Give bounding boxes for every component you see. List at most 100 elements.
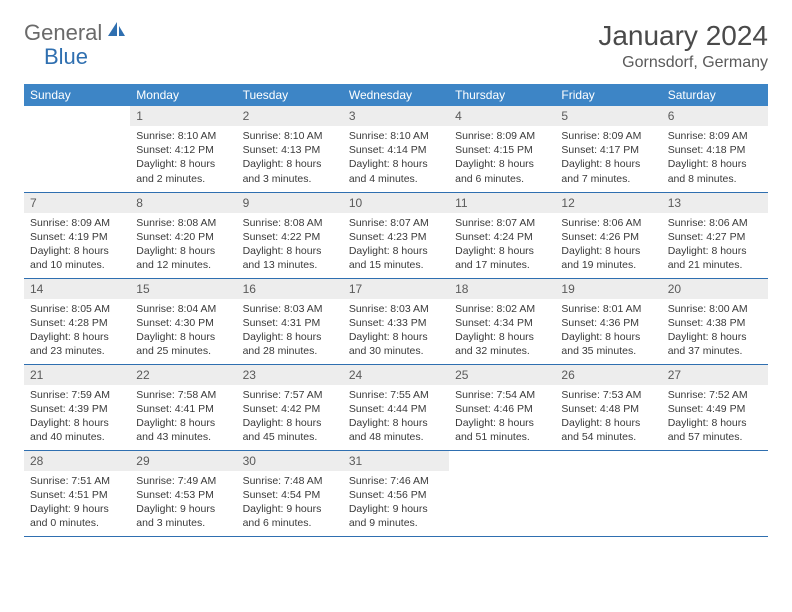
day-number: 13 — [662, 193, 768, 213]
day-number: 27 — [662, 365, 768, 385]
day-details: Sunrise: 7:46 AMSunset: 4:56 PMDaylight:… — [343, 471, 449, 535]
day-number: 9 — [237, 193, 343, 213]
day-number: 21 — [24, 365, 130, 385]
calendar-cell — [24, 106, 130, 192]
day-details: Sunrise: 8:09 AMSunset: 4:18 PMDaylight:… — [662, 126, 768, 190]
weekday-header: Thursday — [449, 84, 555, 106]
day-details: Sunrise: 8:08 AMSunset: 4:22 PMDaylight:… — [237, 213, 343, 277]
weekday-header: Wednesday — [343, 84, 449, 106]
day-details: Sunrise: 8:09 AMSunset: 4:19 PMDaylight:… — [24, 213, 130, 277]
day-number: 24 — [343, 365, 449, 385]
day-number — [555, 451, 661, 471]
calendar-cell: 22Sunrise: 7:58 AMSunset: 4:41 PMDayligh… — [130, 364, 236, 450]
day-number: 16 — [237, 279, 343, 299]
calendar-cell: 21Sunrise: 7:59 AMSunset: 4:39 PMDayligh… — [24, 364, 130, 450]
day-details: Sunrise: 8:00 AMSunset: 4:38 PMDaylight:… — [662, 299, 768, 363]
day-details: Sunrise: 7:53 AMSunset: 4:48 PMDaylight:… — [555, 385, 661, 449]
day-number: 19 — [555, 279, 661, 299]
day-details: Sunrise: 8:02 AMSunset: 4:34 PMDaylight:… — [449, 299, 555, 363]
day-number: 29 — [130, 451, 236, 471]
day-number: 17 — [343, 279, 449, 299]
day-details: Sunrise: 7:51 AMSunset: 4:51 PMDaylight:… — [24, 471, 130, 535]
logo: General — [24, 20, 128, 46]
calendar-cell — [449, 450, 555, 536]
calendar-cell: 28Sunrise: 7:51 AMSunset: 4:51 PMDayligh… — [24, 450, 130, 536]
calendar-cell: 24Sunrise: 7:55 AMSunset: 4:44 PMDayligh… — [343, 364, 449, 450]
calendar-cell — [662, 450, 768, 536]
calendar-cell: 27Sunrise: 7:52 AMSunset: 4:49 PMDayligh… — [662, 364, 768, 450]
day-number: 12 — [555, 193, 661, 213]
calendar-cell: 3Sunrise: 8:10 AMSunset: 4:14 PMDaylight… — [343, 106, 449, 192]
day-number: 11 — [449, 193, 555, 213]
calendar-table: SundayMondayTuesdayWednesdayThursdayFrid… — [24, 84, 768, 537]
weekday-header: Monday — [130, 84, 236, 106]
month-title: January 2024 — [598, 20, 768, 52]
day-number: 18 — [449, 279, 555, 299]
calendar-row: 28Sunrise: 7:51 AMSunset: 4:51 PMDayligh… — [24, 450, 768, 536]
calendar-cell: 7Sunrise: 8:09 AMSunset: 4:19 PMDaylight… — [24, 192, 130, 278]
calendar-cell: 26Sunrise: 7:53 AMSunset: 4:48 PMDayligh… — [555, 364, 661, 450]
weekday-header-row: SundayMondayTuesdayWednesdayThursdayFrid… — [24, 84, 768, 106]
day-number: 30 — [237, 451, 343, 471]
calendar-cell: 18Sunrise: 8:02 AMSunset: 4:34 PMDayligh… — [449, 278, 555, 364]
sail-icon — [106, 20, 126, 43]
calendar-cell: 15Sunrise: 8:04 AMSunset: 4:30 PMDayligh… — [130, 278, 236, 364]
day-number: 31 — [343, 451, 449, 471]
day-details: Sunrise: 8:09 AMSunset: 4:17 PMDaylight:… — [555, 126, 661, 190]
logo-text-general: General — [24, 20, 102, 46]
weekday-header: Saturday — [662, 84, 768, 106]
calendar-cell: 17Sunrise: 8:03 AMSunset: 4:33 PMDayligh… — [343, 278, 449, 364]
location: Gornsdorf, Germany — [598, 54, 768, 72]
day-details: Sunrise: 8:03 AMSunset: 4:33 PMDaylight:… — [343, 299, 449, 363]
calendar-cell: 30Sunrise: 7:48 AMSunset: 4:54 PMDayligh… — [237, 450, 343, 536]
calendar-cell: 16Sunrise: 8:03 AMSunset: 4:31 PMDayligh… — [237, 278, 343, 364]
day-details: Sunrise: 8:04 AMSunset: 4:30 PMDaylight:… — [130, 299, 236, 363]
day-details: Sunrise: 8:05 AMSunset: 4:28 PMDaylight:… — [24, 299, 130, 363]
calendar-row: 21Sunrise: 7:59 AMSunset: 4:39 PMDayligh… — [24, 364, 768, 450]
calendar-cell: 1Sunrise: 8:10 AMSunset: 4:12 PMDaylight… — [130, 106, 236, 192]
day-details: Sunrise: 7:52 AMSunset: 4:49 PMDaylight:… — [662, 385, 768, 449]
calendar-cell: 9Sunrise: 8:08 AMSunset: 4:22 PMDaylight… — [237, 192, 343, 278]
day-number: 14 — [24, 279, 130, 299]
day-number: 5 — [555, 106, 661, 126]
day-details: Sunrise: 8:08 AMSunset: 4:20 PMDaylight:… — [130, 213, 236, 277]
day-details: Sunrise: 8:06 AMSunset: 4:27 PMDaylight:… — [662, 213, 768, 277]
day-details: Sunrise: 7:59 AMSunset: 4:39 PMDaylight:… — [24, 385, 130, 449]
header: General January 2024 Gornsdorf, Germany — [24, 20, 768, 72]
day-number: 4 — [449, 106, 555, 126]
calendar-cell: 14Sunrise: 8:05 AMSunset: 4:28 PMDayligh… — [24, 278, 130, 364]
day-details: Sunrise: 8:07 AMSunset: 4:23 PMDaylight:… — [343, 213, 449, 277]
day-number: 25 — [449, 365, 555, 385]
day-number — [24, 106, 130, 126]
calendar-cell: 6Sunrise: 8:09 AMSunset: 4:18 PMDaylight… — [662, 106, 768, 192]
calendar-body: 1Sunrise: 8:10 AMSunset: 4:12 PMDaylight… — [24, 106, 768, 536]
calendar-cell: 13Sunrise: 8:06 AMSunset: 4:27 PMDayligh… — [662, 192, 768, 278]
calendar-cell: 12Sunrise: 8:06 AMSunset: 4:26 PMDayligh… — [555, 192, 661, 278]
calendar-row: 7Sunrise: 8:09 AMSunset: 4:19 PMDaylight… — [24, 192, 768, 278]
day-details: Sunrise: 8:09 AMSunset: 4:15 PMDaylight:… — [449, 126, 555, 190]
calendar-cell: 19Sunrise: 8:01 AMSunset: 4:36 PMDayligh… — [555, 278, 661, 364]
day-number: 7 — [24, 193, 130, 213]
day-number: 1 — [130, 106, 236, 126]
day-details: Sunrise: 7:49 AMSunset: 4:53 PMDaylight:… — [130, 471, 236, 535]
day-details: Sunrise: 7:48 AMSunset: 4:54 PMDaylight:… — [237, 471, 343, 535]
day-number: 10 — [343, 193, 449, 213]
weekday-header: Friday — [555, 84, 661, 106]
day-details: Sunrise: 7:58 AMSunset: 4:41 PMDaylight:… — [130, 385, 236, 449]
calendar-cell: 31Sunrise: 7:46 AMSunset: 4:56 PMDayligh… — [343, 450, 449, 536]
calendar-row: 1Sunrise: 8:10 AMSunset: 4:12 PMDaylight… — [24, 106, 768, 192]
day-details: Sunrise: 8:06 AMSunset: 4:26 PMDaylight:… — [555, 213, 661, 277]
calendar-row: 14Sunrise: 8:05 AMSunset: 4:28 PMDayligh… — [24, 278, 768, 364]
day-details: Sunrise: 7:55 AMSunset: 4:44 PMDaylight:… — [343, 385, 449, 449]
day-number — [662, 451, 768, 471]
day-number: 22 — [130, 365, 236, 385]
day-number: 15 — [130, 279, 236, 299]
day-details: Sunrise: 8:10 AMSunset: 4:13 PMDaylight:… — [237, 126, 343, 190]
day-number: 8 — [130, 193, 236, 213]
day-number: 3 — [343, 106, 449, 126]
day-number: 23 — [237, 365, 343, 385]
day-number: 28 — [24, 451, 130, 471]
day-number: 6 — [662, 106, 768, 126]
day-number — [449, 451, 555, 471]
day-number: 20 — [662, 279, 768, 299]
